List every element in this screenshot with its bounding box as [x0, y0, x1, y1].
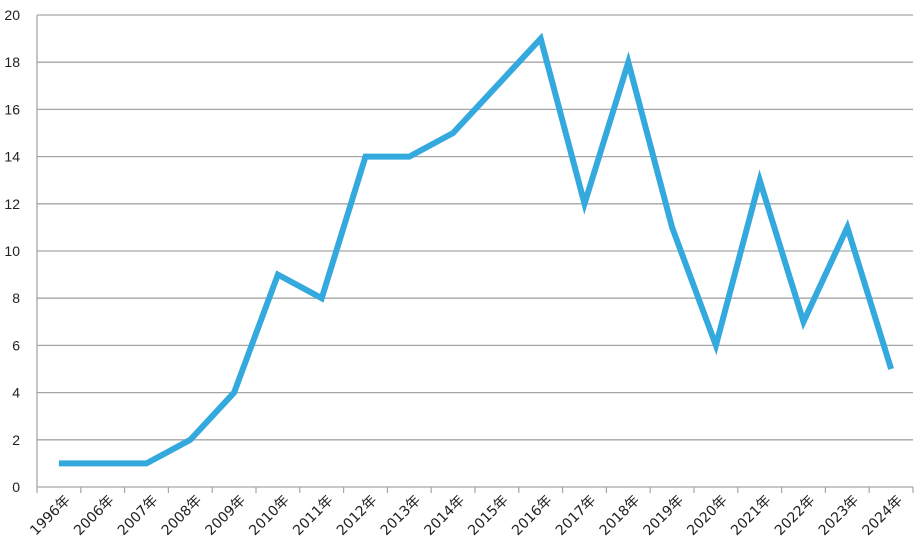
y-tick-label: 8	[12, 290, 20, 306]
x-tick-label: 2007年	[115, 493, 161, 539]
x-tick-label: 2009年	[203, 493, 249, 539]
data-point	[757, 177, 763, 183]
data-point	[100, 460, 106, 466]
data-point	[187, 437, 193, 443]
y-tick-label: 4	[12, 385, 20, 401]
x-tick-label: 2014年	[422, 493, 468, 539]
series-line	[58, 32, 894, 467]
x-axis: 1996年2006年2007年2008年2009年2010年2011年2012年…	[27, 486, 914, 539]
x-tick-label: 2011年	[290, 493, 336, 539]
x-tick-label: 2006年	[71, 493, 117, 539]
x-tick-label: 2015年	[465, 493, 511, 539]
y-tick-label: 2	[12, 432, 20, 448]
data-point	[494, 83, 500, 89]
data-point	[844, 224, 850, 230]
data-point	[538, 36, 544, 42]
data-point	[801, 319, 807, 325]
x-tick-label: 2012年	[334, 493, 380, 539]
x-tick-label: 2023年	[816, 493, 862, 539]
y-tick-label: 18	[4, 54, 20, 70]
x-tick-label: 2021年	[728, 493, 774, 539]
data-point	[363, 154, 369, 160]
data-point	[56, 460, 62, 466]
data-point	[231, 390, 237, 396]
data-point	[888, 366, 894, 372]
data-point	[625, 59, 631, 65]
data-point	[275, 272, 281, 278]
x-tick-label: 2010年	[246, 493, 292, 539]
y-tick-label: 12	[4, 196, 20, 212]
data-point	[713, 342, 719, 348]
data-point	[582, 201, 588, 207]
x-tick-label: 2016年	[509, 493, 555, 539]
x-tick-label: 2024年	[860, 493, 906, 539]
series-layer	[56, 32, 894, 467]
x-tick-label: 2017年	[553, 493, 599, 539]
x-tick-label: 2018年	[597, 493, 643, 539]
y-tick-label: 14	[4, 149, 20, 165]
y-tick-label: 20	[4, 7, 20, 23]
y-tick-label: 16	[4, 101, 20, 117]
data-point	[669, 224, 675, 230]
x-tick-label: 2019年	[641, 493, 687, 539]
x-tick-label: 2022年	[772, 493, 818, 539]
y-tick-label: 6	[12, 337, 20, 353]
data-point	[450, 130, 456, 136]
x-tick-label: 2020年	[684, 493, 730, 539]
data-point	[406, 154, 412, 160]
y-axis: 0 2 4 6 8 10 12 14 16 18 20	[4, 7, 38, 495]
x-tick-label: 2008年	[159, 493, 205, 539]
y-tick-label: 10	[4, 243, 20, 259]
y-tick-label: 0	[12, 479, 20, 495]
gridlines	[37, 14, 913, 441]
data-point	[319, 295, 325, 301]
x-tick-label: 2013年	[378, 493, 424, 539]
x-tick-label: 1996年	[27, 493, 73, 539]
data-point	[144, 460, 150, 466]
